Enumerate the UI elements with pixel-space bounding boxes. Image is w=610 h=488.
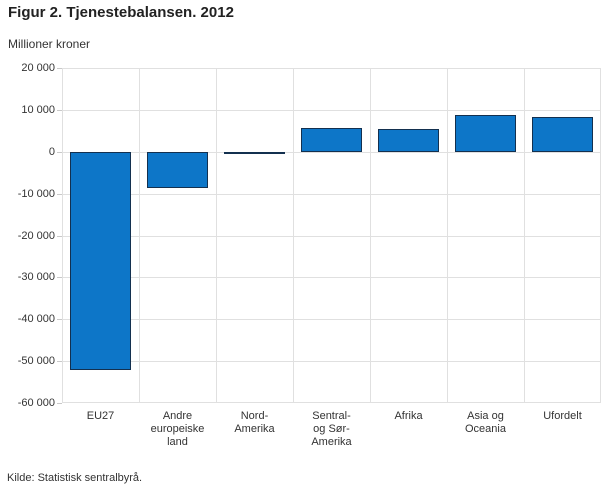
y-tick-mark bbox=[57, 319, 62, 320]
bar-eu27 bbox=[70, 152, 131, 370]
gridline-vertical bbox=[293, 68, 294, 403]
x-category-label: Asia og Oceania bbox=[465, 410, 506, 435]
bar-ufordelt bbox=[532, 117, 593, 152]
y-tick-label: -50 000 bbox=[17, 355, 55, 367]
gridline-vertical bbox=[370, 68, 371, 403]
y-tick-label: -20 000 bbox=[17, 230, 55, 242]
source-note: Kilde: Statistisk sentralbyrå. bbox=[7, 472, 143, 484]
y-tick-mark bbox=[57, 277, 62, 278]
gridline-horizontal bbox=[62, 68, 601, 69]
bar-chart: 20 000 10 000 0 -10 000 -20 000 -30 000 -40 00… bbox=[0, 62, 610, 468]
x-category-label: Afrika bbox=[394, 410, 423, 422]
y-tick-label: 20 000 bbox=[21, 62, 55, 74]
x-category-label: EU27 bbox=[86, 410, 115, 422]
x-category-label: Andre europeiske land bbox=[150, 410, 205, 448]
gridline-horizontal bbox=[62, 277, 601, 278]
y-tick-mark bbox=[57, 236, 62, 237]
x-category-label: Sentral- og Sør- Amerika bbox=[311, 410, 352, 448]
gridline-vertical bbox=[447, 68, 448, 403]
bar-sentral bbox=[301, 128, 362, 152]
bar-andre bbox=[147, 152, 208, 188]
x-category-label: Ufordelt bbox=[543, 410, 582, 422]
y-tick-mark bbox=[57, 68, 62, 69]
gridline-vertical bbox=[600, 68, 601, 403]
gridline-horizontal bbox=[62, 319, 601, 320]
bar-nord bbox=[224, 152, 285, 154]
plot-area bbox=[62, 68, 601, 403]
gridline-horizontal bbox=[62, 194, 601, 195]
gridline-vertical bbox=[524, 68, 525, 403]
y-tick-mark bbox=[57, 152, 62, 153]
y-tick-mark bbox=[57, 110, 62, 111]
gridline-horizontal bbox=[62, 152, 601, 153]
gridline-vertical bbox=[139, 68, 140, 403]
y-tick-mark bbox=[57, 361, 62, 362]
gridline-horizontal bbox=[62, 402, 601, 403]
figure-title: Figur 2. Tjenestebalansen. 2012 bbox=[8, 4, 234, 21]
bar-asia-og bbox=[455, 115, 516, 152]
gridline-vertical bbox=[216, 68, 217, 403]
gridline-horizontal bbox=[62, 236, 601, 237]
gridline-vertical bbox=[62, 68, 63, 403]
y-tick-label: 0 bbox=[48, 146, 55, 158]
y-tick-mark bbox=[57, 403, 62, 404]
y-tick-label: 10 000 bbox=[21, 104, 55, 116]
gridline-horizontal bbox=[62, 361, 601, 362]
y-tick-label: -60 000 bbox=[17, 397, 55, 409]
y-tick-mark bbox=[57, 194, 62, 195]
y-tick-label: -10 000 bbox=[17, 188, 55, 200]
bar-afrika bbox=[378, 129, 439, 152]
y-tick-label: -40 000 bbox=[17, 313, 55, 325]
x-category-label: Nord- Amerika bbox=[234, 410, 275, 435]
y-axis-unit-label: Millioner kroner bbox=[8, 37, 91, 51]
gridline-horizontal bbox=[62, 110, 601, 111]
y-tick-label: -30 000 bbox=[17, 271, 55, 283]
